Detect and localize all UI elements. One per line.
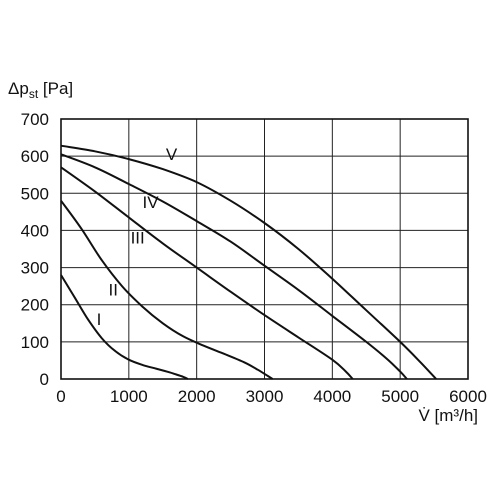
y-tick-label: 300: [21, 259, 49, 278]
x-tick-label: 2000: [178, 387, 216, 406]
x-tick-label: 0: [56, 387, 65, 406]
x-tick-label: 5000: [381, 387, 419, 406]
curve-label-i: I: [97, 310, 102, 329]
y-tick-label: 0: [40, 370, 49, 389]
grid-lines: [61, 119, 468, 379]
x-tick-label: 1000: [110, 387, 148, 406]
y-tick-label: 500: [21, 184, 49, 203]
y-tick-labels: 0 100 200 300 400 500 600 700: [21, 110, 49, 389]
y-axis-title: Δpst [Pa]: [8, 79, 73, 101]
x-axis-title: V̇ [m³/h]: [418, 406, 478, 425]
y-tick-label: 100: [21, 333, 49, 352]
curve-label-v: V: [166, 145, 178, 164]
y-tick-label: 200: [21, 296, 49, 315]
plot-frame: [60, 118, 469, 380]
curve-label-ii: II: [109, 280, 118, 299]
y-axis-subscript: st: [29, 87, 39, 101]
curve-iv: [60, 153, 408, 380]
curve-label-iii: III: [131, 228, 145, 247]
x-tick-label: 6000: [449, 387, 487, 406]
y-axis-unit: [Pa]: [38, 79, 73, 98]
x-tick-label: 4000: [313, 387, 351, 406]
curve-v: [60, 144, 437, 380]
curve-label-iv: IV: [143, 193, 160, 212]
y-tick-label: 700: [21, 110, 49, 129]
x-tick-label: 3000: [246, 387, 284, 406]
y-tick-label: 400: [21, 221, 49, 240]
curve-iii: [60, 166, 354, 380]
y-axis-symbol: Δp: [8, 79, 29, 98]
x-tick-labels: 0 1000 2000 3000 4000 5000 6000: [56, 387, 487, 406]
y-tick-label: 600: [21, 147, 49, 166]
curve-i: [60, 274, 189, 380]
curve-ii: [60, 200, 274, 380]
curve-series: [60, 144, 437, 380]
